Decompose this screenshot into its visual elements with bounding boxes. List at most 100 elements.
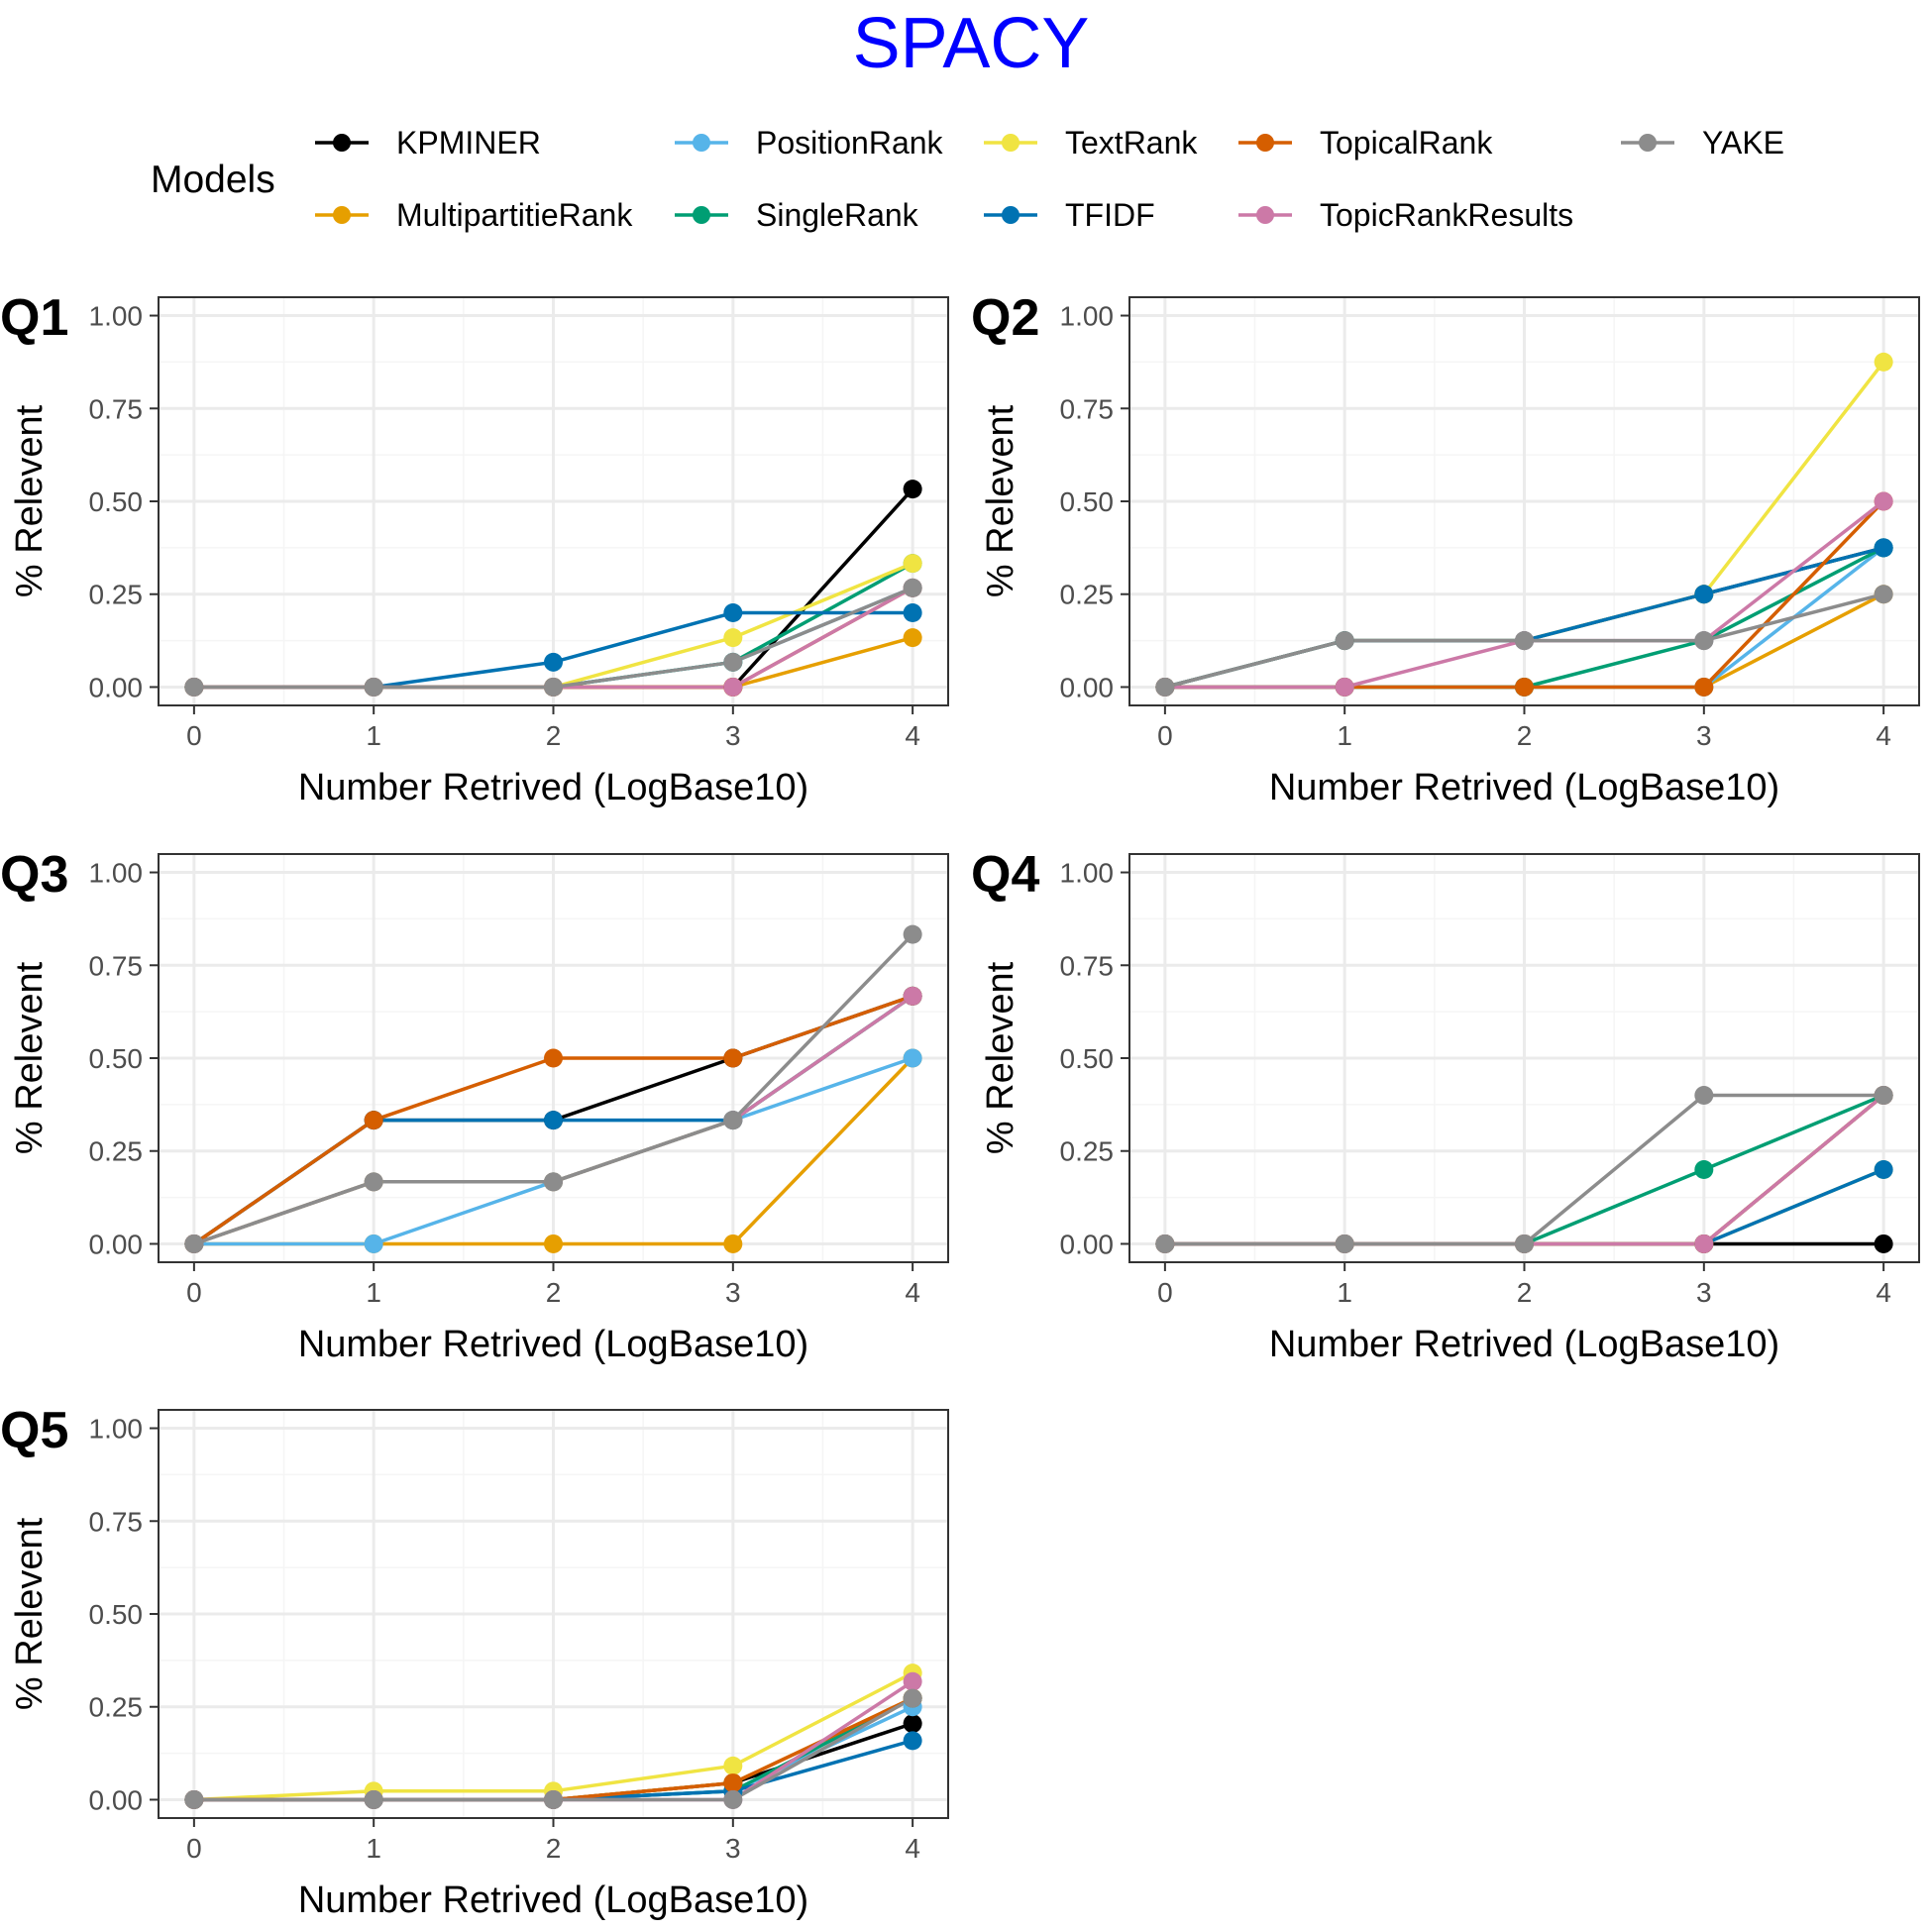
legend-label: SingleRank	[756, 197, 919, 233]
data-point-tfidf	[544, 652, 563, 672]
data-point-tfidf	[1874, 1159, 1893, 1179]
legend-item-textrank: TextRank	[984, 125, 1198, 161]
data-point-yake	[184, 677, 204, 697]
y-tick-label: 0.25	[1060, 1136, 1115, 1167]
data-point-topicrankresults	[1335, 677, 1354, 697]
legend-key-point	[1256, 134, 1274, 152]
legend-label: TextRank	[1065, 125, 1198, 161]
y-tick-label: 0.25	[1060, 580, 1115, 610]
data-point-yake	[1694, 631, 1714, 651]
x-axis-title: Number Retrived (LogBase10)	[298, 1324, 808, 1365]
panel-tag: Q5	[0, 1402, 68, 1459]
panel-q2: 0 1 2 3 4 0.00 0.25 0.50 0.75 1.00 Number Retrived…	[971, 289, 1920, 808]
data-point-topicalrank	[364, 1111, 383, 1130]
legend-label: MultipartitieRank	[396, 197, 633, 233]
x-tick-label: 4	[905, 720, 920, 751]
legend-key-point	[1256, 206, 1274, 224]
data-point-textrank	[1874, 352, 1893, 372]
y-axis-title: % Relevent	[980, 961, 1021, 1154]
legend-key-point	[1002, 206, 1020, 224]
x-tick-label: 2	[1517, 1277, 1533, 1308]
data-point-yake	[1874, 585, 1893, 604]
panel-q3: 0 1 2 3 4 0.00 0.25 0.50 0.75 1.00 Number Retrived…	[0, 846, 949, 1365]
data-point-textrank	[903, 554, 922, 574]
x-axis-title: Number Retrived (LogBase10)	[298, 767, 808, 808]
x-tick-label: 3	[725, 720, 741, 751]
y-tick-label: 0.25	[89, 1692, 144, 1723]
data-point-yake	[364, 1789, 383, 1809]
x-axis-title: Number Retrived (LogBase10)	[1269, 767, 1779, 808]
x-tick-label: 2	[546, 1833, 562, 1864]
data-point-yake	[364, 1172, 383, 1192]
data-point-positionrank	[903, 1048, 922, 1068]
data-point-tfidf	[544, 1111, 563, 1130]
data-point-kpminer	[1874, 1234, 1893, 1253]
data-point-kpminer	[903, 1714, 922, 1734]
data-point-yake	[723, 1789, 743, 1809]
x-tick-label: 3	[725, 1277, 741, 1308]
y-axis-title: % Relevent	[9, 961, 51, 1154]
data-point-yake	[723, 1111, 743, 1130]
panel-tag: Q3	[0, 846, 68, 904]
x-tick-label: 3	[1696, 720, 1712, 751]
x-tick-label: 4	[905, 1833, 920, 1864]
data-point-topicalrank	[723, 1048, 743, 1068]
x-tick-label: 1	[1337, 720, 1352, 751]
x-tick-label: 4	[1876, 720, 1891, 751]
data-point-yake	[1335, 631, 1354, 651]
y-tick-label: 1.00	[89, 858, 144, 889]
y-tick-label: 0.25	[89, 1136, 144, 1167]
y-tick-label: 0.00	[1060, 1229, 1115, 1259]
data-point-topicrankresults	[903, 986, 922, 1006]
y-tick-label: 0.50	[1060, 486, 1115, 517]
data-point-tfidf	[903, 602, 922, 622]
y-axis-title: % Relevent	[9, 1517, 51, 1710]
data-point-tfidf	[1874, 538, 1893, 558]
data-point-positionrank	[364, 1234, 383, 1253]
data-point-yake	[544, 1172, 563, 1192]
legend-item-kpminer: KPMINER	[315, 125, 541, 161]
panel-border	[158, 296, 949, 706]
legend: KPMINER MultipartitieRank PositionRank Sing…	[315, 125, 1784, 233]
facet-panels: 0 1 2 3 4 0.00 0.25 0.50 0.75 1.00 Number Retrived…	[0, 289, 1920, 1921]
panel-tag: Q1	[0, 289, 68, 347]
data-point-yake	[1694, 1085, 1714, 1105]
legend-item-topicalrank: TopicalRank	[1238, 125, 1493, 161]
data-point-yake	[544, 1789, 563, 1809]
data-point-yake	[1515, 1234, 1534, 1253]
chart-title: SPACY	[853, 4, 1090, 83]
panel-border	[1128, 296, 1920, 706]
y-tick-label: 0.00	[89, 1784, 144, 1815]
data-point-yake	[1874, 1085, 1893, 1105]
legend-key-point	[333, 134, 351, 152]
data-point-topicrankresults	[1874, 491, 1893, 511]
y-tick-label: 0.75	[1060, 393, 1115, 424]
data-point-yake	[1155, 677, 1175, 697]
data-point-yake	[364, 677, 383, 697]
legend-key-point	[1639, 134, 1657, 152]
legend-label: YAKE	[1702, 125, 1784, 161]
y-tick-label: 0.75	[1060, 950, 1115, 981]
x-tick-label: 0	[186, 1833, 202, 1864]
panel-q4: 0 1 2 3 4 0.00 0.25 0.50 0.75 1.00 Number Retrived…	[971, 846, 1920, 1365]
x-tick-label: 3	[725, 1833, 741, 1864]
x-tick-label: 1	[1337, 1277, 1352, 1308]
data-point-yake	[184, 1789, 204, 1809]
data-point-topicalrank	[1694, 677, 1714, 697]
data-point-topicalrank	[1515, 677, 1534, 697]
y-tick-label: 0.50	[89, 1599, 144, 1630]
x-tick-label: 3	[1696, 1277, 1712, 1308]
y-tick-label: 0.50	[89, 486, 144, 517]
y-tick-label: 1.00	[1060, 858, 1115, 889]
data-point-multipartitierank	[903, 628, 922, 648]
data-point-topicrankresults	[903, 1671, 922, 1691]
y-tick-label: 0.50	[1060, 1043, 1115, 1074]
data-point-yake	[1335, 1234, 1354, 1253]
data-point-yake	[1155, 1234, 1175, 1253]
panel-tag: Q4	[971, 846, 1039, 904]
data-point-topicrankresults	[1694, 1234, 1714, 1253]
panel-border	[158, 853, 949, 1263]
legend-label: KPMINER	[396, 125, 541, 161]
data-point-multipartitierank	[723, 1234, 743, 1253]
